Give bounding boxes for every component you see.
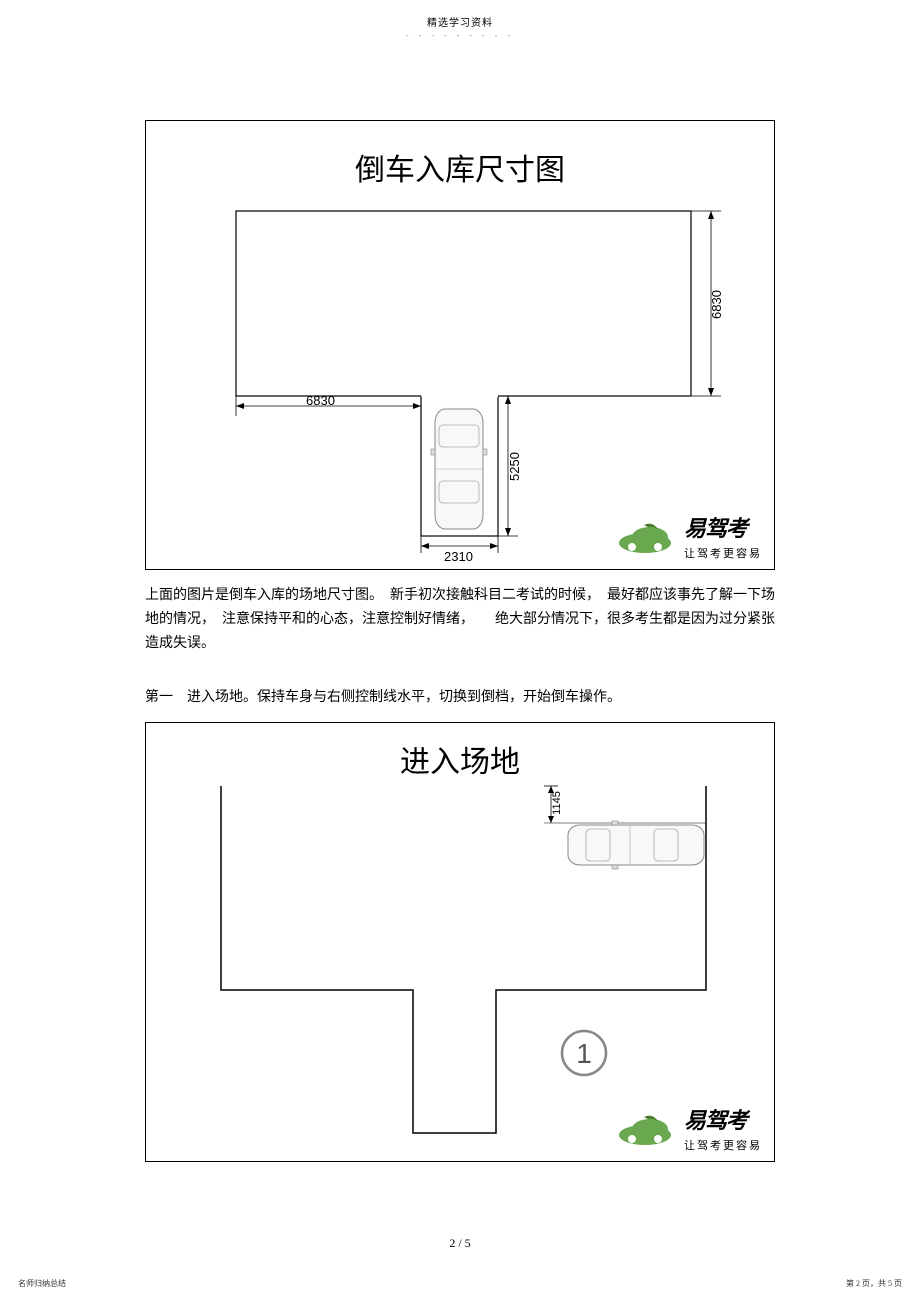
page-top-dots: - - - - - - - - -: [0, 31, 920, 40]
figure-2-svg: 1: [146, 723, 774, 1161]
figure-2-logo: 易驾考 让驾考更容易: [614, 1103, 762, 1153]
footer-left: 名师归纳总结: [18, 1278, 66, 1289]
figure-2: 进入场地 1 1145: [145, 722, 775, 1162]
dim-2310: 2310: [444, 549, 473, 564]
svg-text:1: 1: [576, 1038, 592, 1069]
figure-1-logo: 易驾考 让驾考更容易: [614, 511, 762, 561]
figure-1-svg: [146, 121, 774, 569]
page-top-label: 精选学习资料: [0, 0, 920, 29]
logo-brand-2: 易驾考: [684, 1103, 762, 1135]
paragraph-1: 上面的图片是倒车入库的场地尺寸图。 新手初次接触科目二考试的时候， 最好都应该事…: [145, 584, 775, 656]
logo-tagline-2: 让驾考更容易: [684, 1137, 762, 1153]
dim-1145: 1145: [551, 791, 563, 815]
figure-1: 倒车入库尺寸图: [145, 120, 775, 570]
dim-left-6830: 6830: [306, 393, 335, 408]
logo-brand-1: 易驾考: [684, 511, 762, 543]
page-number-center: 2 / 5: [0, 1236, 920, 1251]
footer-right: 第 2 页，共 5 页: [846, 1278, 902, 1289]
dim-5250: 5250: [507, 452, 522, 481]
paragraph-2: 第一 进入场地。保持车身与右侧控制线水平，切换到倒档，开始倒车操作。: [145, 686, 775, 710]
dim-right-6830: 6830: [709, 290, 724, 319]
page-content: 倒车入库尺寸图: [145, 120, 775, 1162]
logo-tagline-1: 让驾考更容易: [684, 545, 762, 561]
